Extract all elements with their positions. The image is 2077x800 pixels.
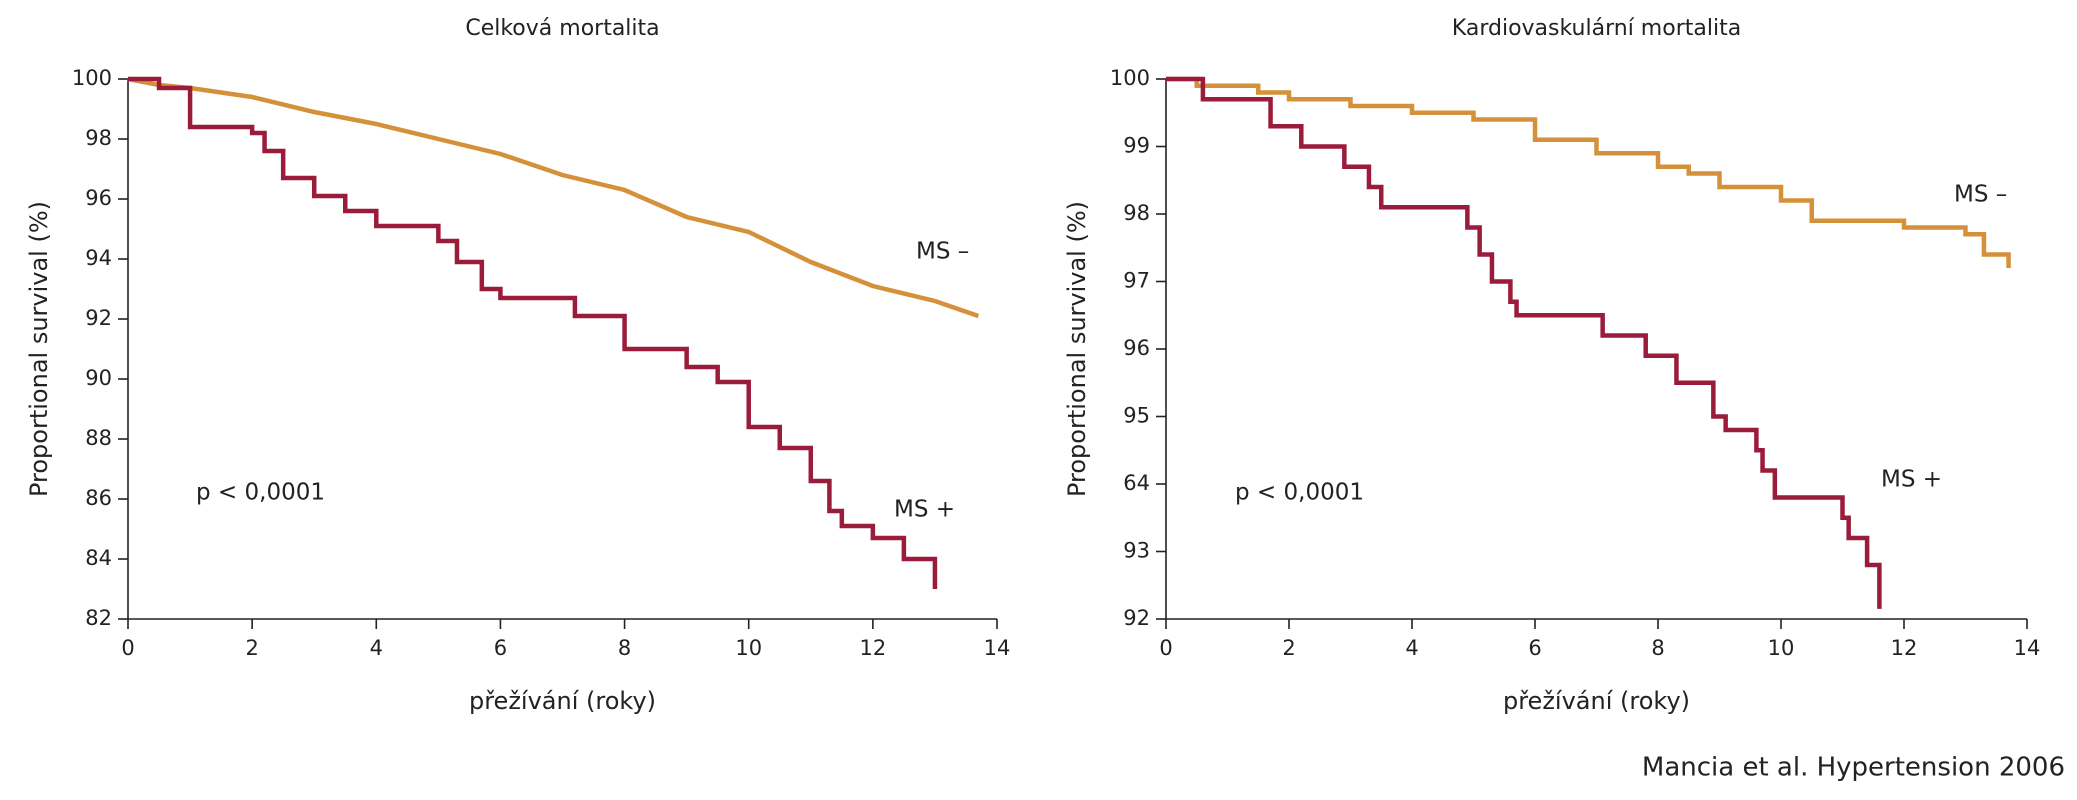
y-tick-label: 100 (72, 66, 112, 90)
y-tick-label: 93 (1123, 539, 1150, 563)
survival-curve (1166, 76, 2011, 268)
x-tick-label: 12 (1891, 636, 1918, 660)
y-tick-label: 64 (1123, 471, 1150, 495)
source: Mancia et al. Hypertension 2006 (1642, 753, 2065, 783)
x-tick-label: 4 (1405, 636, 1418, 660)
y-tick-label: 96 (85, 186, 112, 210)
y-tick-label: 84 (85, 546, 112, 570)
survival-curve (1166, 76, 1882, 609)
x-tick-label: 6 (1528, 636, 1541, 660)
x-tick-label: 14 (984, 636, 1011, 660)
y-tick-label: 92 (1123, 606, 1150, 630)
x-tick-label: 10 (1768, 636, 1795, 660)
y-tick-label: 90 (85, 366, 112, 390)
annotation: p < 0,0001 (1235, 480, 1364, 506)
y-tick-label: 99 (1123, 134, 1150, 158)
x-tick-label: 0 (1159, 636, 1172, 660)
x-axis-label: přežívání (roky) (1503, 687, 1690, 715)
survival-curve (127, 76, 980, 319)
y-tick-label: 97 (1123, 269, 1150, 293)
chart-title: Kardiovaskulární mortalita (1452, 16, 1741, 41)
y-tick-label: 95 (1123, 404, 1150, 428)
chart-title: Celková mortalita (465, 16, 659, 41)
y-tick-label: 86 (85, 486, 112, 510)
x-tick-label: 8 (618, 636, 631, 660)
x-tick-label: 4 (370, 636, 383, 660)
annotation: MS – (916, 239, 969, 265)
x-tick-label: 6 (494, 636, 507, 660)
y-tick-label: 100 (1110, 66, 1150, 90)
annotation: MS – (1954, 182, 2007, 208)
y-tick-label: 88 (85, 426, 112, 450)
y-tick-label: 82 (85, 606, 112, 630)
x-tick-label: 8 (1651, 636, 1664, 660)
y-axis-label: Proportional survival (%) (25, 201, 53, 497)
annotation: p < 0,0001 (196, 480, 325, 506)
x-tick-label: 2 (245, 636, 258, 660)
y-tick-label: 96 (1123, 336, 1150, 360)
y-axis-label: Proportional survival (%) (1063, 201, 1091, 497)
y-tick-label: 98 (1123, 201, 1150, 225)
x-tick-label: 0 (121, 636, 134, 660)
x-tick-label: 10 (735, 636, 762, 660)
y-tick-label: 94 (85, 246, 112, 270)
y-tick-label: 98 (85, 126, 112, 150)
x-tick-label: 2 (1282, 636, 1295, 660)
annotation: MS + (1881, 467, 1942, 493)
annotation: MS + (894, 497, 955, 523)
survival-curve (128, 76, 938, 589)
x-tick-label: 14 (2014, 636, 2041, 660)
x-axis-label: přežívání (roky) (469, 687, 656, 715)
x-tick-label: 12 (859, 636, 886, 660)
y-tick-label: 92 (85, 306, 112, 330)
